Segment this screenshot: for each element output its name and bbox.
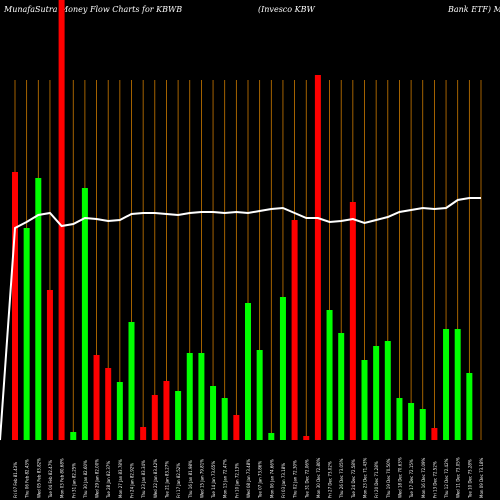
bar (396, 398, 403, 440)
x-tick-label: Mon 23 Dec 71.43% (363, 457, 368, 498)
x-tick-label: Wed 29 Jan 82.00% (95, 459, 100, 498)
bar (23, 228, 30, 440)
x-tick-label: Thu 02 Jan 72.30% (293, 460, 298, 499)
bar (454, 329, 461, 440)
title-part-3: Bank ETF) Ma (448, 5, 500, 14)
bar (198, 353, 205, 440)
bar (140, 427, 147, 440)
bar (443, 329, 450, 440)
x-tick-label: Mon 16 Dec 72.09% (421, 457, 426, 498)
x-tick-label: Thu 26 Dec 73.05% (339, 458, 344, 499)
x-tick-label: Fri 27 Dec 73.02% (328, 461, 333, 498)
bar (186, 353, 193, 440)
bar (349, 202, 356, 440)
bar (338, 333, 345, 440)
bar (105, 368, 112, 440)
bar (12, 172, 18, 440)
bar (256, 350, 263, 440)
x-tick-label: Mon 09 Dec 73.18% (479, 457, 484, 498)
bar (384, 341, 391, 440)
bar (221, 398, 228, 440)
chart-title: MunafaSutra Money Flow Charts for KBWB (… (0, 5, 500, 19)
bar (279, 297, 286, 440)
x-tick-label: Fri 10 Jan 72.13% (234, 463, 239, 498)
bar (128, 322, 135, 440)
bar (151, 395, 158, 440)
bar (46, 290, 53, 440)
title-part-2: (Invesco KBW (258, 5, 315, 14)
x-tick-label: Mon 03 Feb 80.68% (60, 458, 65, 498)
x-tick-label: Thu 19 Dec 70.50% (386, 458, 391, 499)
bar (58, 0, 65, 440)
x-tick-label: Tue 28 Jan 82.37% (106, 461, 111, 499)
x-tick-label: Thu 30 Jan 82.60% (83, 460, 88, 499)
x-tick-label: Thu 23 Jan 83.34% (141, 460, 146, 499)
x-tick-label: Mon 30 Dec 72.80% (316, 457, 321, 498)
bar (419, 409, 426, 440)
x-tick-label: Wed 11 Dec 73.05% (456, 457, 461, 498)
x-tick-label: Tue 14 Jan 73.65% (211, 461, 216, 499)
bar (93, 355, 100, 440)
x-tick-label: Mon 06 Jan 74.66% (269, 459, 274, 498)
moving-average-line (0, 197, 481, 441)
x-tick-label: Tue 24 Dec 72.58% (351, 459, 356, 499)
x-tick-label: Tue 10 Dec 73.28% (467, 459, 472, 499)
title-part-1: MunafaSutra Money Flow Charts for KBWB (4, 5, 183, 14)
bar (373, 346, 380, 440)
x-tick-label: Wed 05 Feb 83.82% (36, 458, 41, 498)
x-axis-labels: Fri 07 Feb 81.43% Thu 06 Feb 82.43% Wed 05… (13, 457, 484, 499)
x-tick-label: Thu 12 Dec 72.42% (444, 458, 449, 499)
x-tick-label: Wed 22 Jan 83.42% (153, 459, 158, 498)
bars (12, 0, 473, 440)
x-tick-label: Tue 17 Dec 72.15% (409, 459, 414, 499)
bar (268, 433, 275, 440)
x-tick-label: Wed 18 Dec 70.63% (397, 457, 402, 498)
bar (245, 303, 251, 440)
x-tick-label: Tue 07 Jan 73.86% (258, 461, 263, 499)
x-tick-label: Fri 31 Jan 82.25% (71, 463, 76, 498)
x-tick-label: Tue 21 Jan 83.27% (164, 461, 169, 499)
x-tick-label: Fri 07 Feb 81.43% (13, 462, 18, 498)
x-tick-label: Wed 15 Jan 79.81% (199, 459, 204, 498)
bar (233, 415, 240, 440)
bar (210, 386, 217, 440)
bar (35, 178, 42, 440)
x-tick-label: Wed 08 Jan 73.48% (246, 459, 251, 498)
bar (303, 436, 310, 440)
bar (314, 75, 321, 440)
bar (81, 188, 88, 440)
bar (431, 428, 438, 440)
x-tick-label: Fri 03 Jan 73.18% (281, 463, 286, 498)
bar (408, 403, 415, 440)
bar (163, 381, 170, 440)
x-tick-label: Fri 24 Jan 82.92% (130, 463, 135, 498)
x-tick-label: Mon 13 Jan 72.47% (223, 459, 228, 498)
bar (466, 373, 473, 440)
x-tick-label: Fri 20 Dec 71.28% (374, 461, 379, 498)
x-tick-label: Fri 17 Jan 82.52% (176, 463, 181, 498)
bar (70, 432, 77, 440)
bar (361, 360, 368, 440)
x-tick-label: Tue 04 Feb 82.47% (48, 460, 53, 499)
x-tick-label: Thu 06 Feb 82.43% (25, 459, 30, 499)
bar (291, 220, 298, 440)
x-tick-label: Fri 13 Dec 72.52% (432, 461, 437, 498)
x-tick-label: Thu 16 Jan 81.98% (188, 460, 193, 499)
x-tick-label: Mon 27 Jan 83.78% (118, 459, 123, 498)
x-tick-label: Tue 31 Dec 72.06% (304, 459, 309, 499)
bar (116, 382, 123, 440)
bar (175, 391, 182, 440)
bar (326, 310, 333, 440)
